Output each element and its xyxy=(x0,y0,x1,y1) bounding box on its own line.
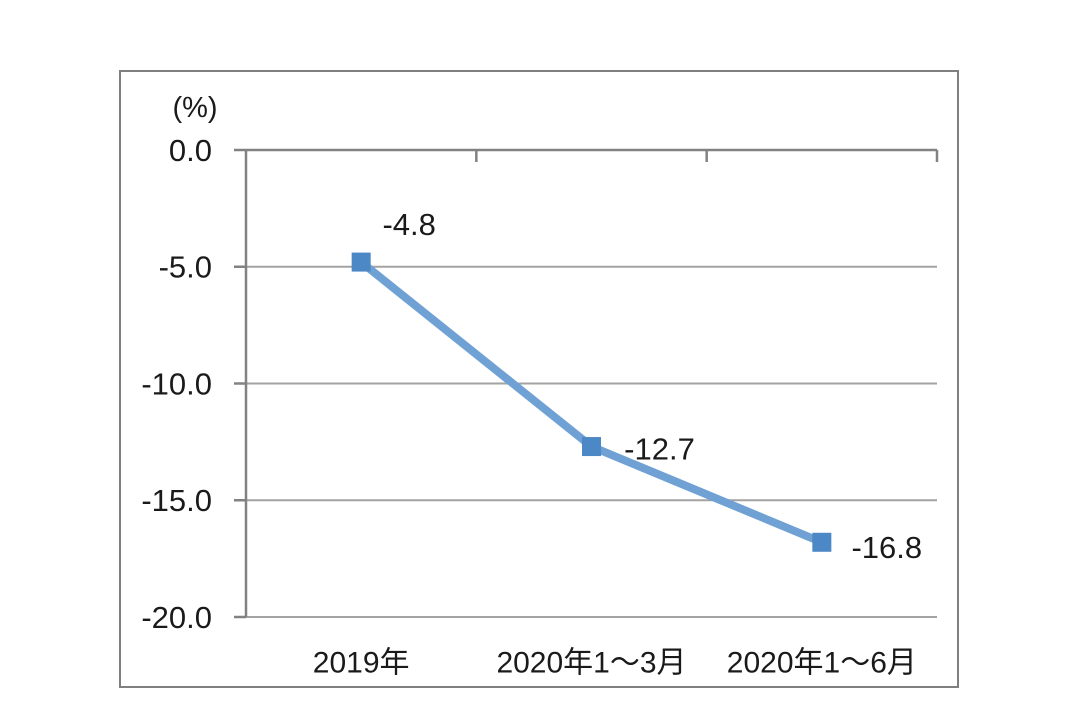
y-tick-label: -10.0 xyxy=(141,366,212,401)
y-tick-label: -15.0 xyxy=(141,483,212,518)
data-point-marker xyxy=(351,252,371,272)
x-axis-label: 2020年1～6月 xyxy=(727,647,917,680)
y-tick-label: 0.0 xyxy=(169,133,212,168)
data-point-marker xyxy=(812,532,832,552)
y-tick-label: -20.0 xyxy=(141,600,212,635)
x-axis-label: 2019年 xyxy=(313,647,410,680)
chart-border xyxy=(119,70,959,688)
data-label: -4.8 xyxy=(382,207,435,242)
data-point-marker xyxy=(582,437,601,457)
y-axis-unit-label: (%) xyxy=(172,92,218,124)
data-label: -16.8 xyxy=(851,530,922,565)
y-tick-label: -5.0 xyxy=(159,250,212,285)
data-label: -12.7 xyxy=(624,431,695,466)
x-axis-label: 2020年1～3月 xyxy=(496,647,686,680)
